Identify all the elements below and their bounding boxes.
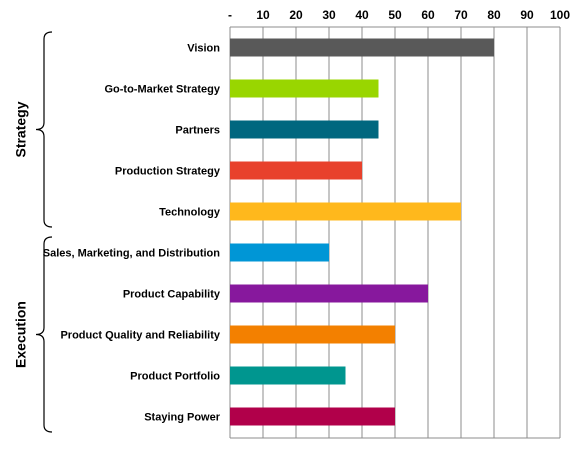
bar	[230, 325, 395, 344]
x-tick-label: -	[228, 8, 232, 22]
group-brackets: Strategy Execution	[13, 31, 53, 433]
category-labels: Vision Go-to-Market Strategy Partners Produ…	[43, 43, 221, 424]
x-tick-label: 60	[421, 8, 435, 22]
x-tick-label: 50	[388, 8, 402, 22]
bars	[230, 38, 494, 426]
category-label: Partners	[175, 125, 220, 137]
bar	[230, 243, 329, 262]
category-label: Technology	[159, 207, 221, 219]
group-bracket	[35, 236, 53, 433]
group-label: Execution	[13, 301, 29, 368]
group-label: Strategy	[13, 101, 29, 157]
x-tick-label: 100	[550, 8, 570, 22]
x-tick-label: 70	[454, 8, 468, 22]
category-label: Vision	[187, 43, 220, 55]
x-tick-label: 80	[487, 8, 501, 22]
bar	[230, 38, 494, 57]
bar	[230, 366, 346, 385]
x-tick-label: 10	[256, 8, 270, 22]
x-axis-ticks: - 10 20 30 40 50 60 70 80 90 100	[228, 8, 570, 22]
bar	[230, 120, 379, 139]
x-tick-label: 30	[322, 8, 336, 22]
category-label: Go-to-Market Strategy	[104, 84, 220, 96]
bar	[230, 284, 428, 303]
bar	[230, 161, 362, 180]
category-label: Product Portfolio	[130, 371, 220, 383]
category-label: Staying Power	[144, 412, 221, 424]
group-bracket	[35, 31, 53, 228]
x-tick-label: 20	[289, 8, 303, 22]
category-label: Sales, Marketing, and Distribution	[43, 248, 221, 260]
bar	[230, 407, 395, 426]
bar	[230, 79, 379, 98]
category-label: Product Quality and Reliability	[60, 330, 220, 342]
bar	[230, 202, 461, 221]
category-label: Production Strategy	[115, 166, 221, 178]
x-tick-label: 40	[355, 8, 369, 22]
category-label: Product Capability	[123, 289, 221, 301]
x-tick-label: 90	[520, 8, 534, 22]
